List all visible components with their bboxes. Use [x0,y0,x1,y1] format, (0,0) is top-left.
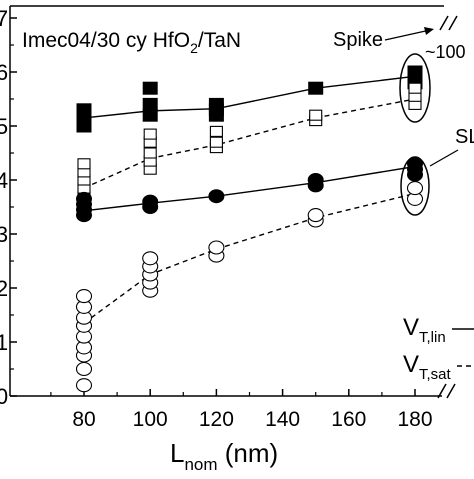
spike-group-ellipse [399,53,431,123]
trend-line-sl_vtsat [83,192,416,324]
marker-sl_vtsat [142,251,159,266]
y-tick-label: 2 [0,276,8,301]
marker-sl_vtsat [75,378,93,393]
y-tick-label: 5 [0,114,8,139]
x-axis-label-unit: (nm) [218,438,279,468]
x-axis-label-sub: nom [184,455,217,474]
y-tick-label: 6 [0,60,8,85]
marker-spike_vtsat [209,136,223,148]
y-tick-label: 4 [0,168,8,193]
sl-pointer [429,149,459,167]
marker-spike_vtlin [76,103,92,117]
spike-arrow [384,27,434,41]
x-tick-label: 80 [72,408,95,431]
y-tick-label: 7 [0,6,8,31]
marker-sl_vtlin [307,173,324,187]
marker-spike_vtlin [208,97,224,111]
axis-break-marks [437,15,458,399]
sample-label-prefix: Imec04/30 cy HfO [22,29,190,52]
marker-sl_vtsat [75,289,93,304]
x-tick-label: 180 [397,408,432,431]
x-tick-label: 160 [331,408,366,431]
marker-spike_vtlin [407,65,423,79]
x-axis-label-main: L [170,438,184,468]
sl-annotation: SL [455,126,474,148]
marker-spike_vtsat [143,147,157,159]
legend-vt-sat-main: V [403,351,419,378]
marker-sl_vtlin [208,189,225,204]
marker-sl_vtsat [307,208,324,223]
legend-vt-lin-main: V [403,314,419,341]
y-tick-label: 3 [0,222,8,247]
marker-sl_vtsat [208,240,225,255]
legend-vt-lin-sub: T,lin [419,329,446,346]
marker-sl_vtsat [75,361,93,377]
y-tick-label: 1 [0,330,8,355]
marker-spike_vtlin [142,81,158,95]
marker-spike_vtsat [309,109,323,121]
marker-spike_vtlin [142,108,158,122]
legend-vt-sat-sub: T,sat [419,366,452,383]
x-tick-label: 100 [133,408,168,431]
trend-line-spike_vtsat [83,98,416,189]
y-axis-ticks: 0 1 2 3 4 5 6 7 [0,6,17,409]
marker-sl_vtsat [406,181,424,196]
y-tick-label: 0 [0,384,8,409]
marker-spike_vtsat [143,128,157,140]
spike-annotation: Spike [333,29,383,51]
x-axis-label: Lnom (nm) [170,438,278,474]
marker-spike_vtlin [308,81,324,95]
x-axis-ticks: 80 100 120 140 160 180 [50,389,433,431]
x-tick-label: 140 [265,408,300,431]
trend-lines [83,75,416,324]
sample-label: Imec04/30 cy HfO2/TaN [22,29,241,56]
marker-spike_vtsat [77,158,91,170]
sl-group-ellipse [400,156,430,216]
sample-label-suffix: /TaN [198,29,241,52]
legend-vt-sat: VT,sat [403,351,452,383]
marker-spike_vtsat [408,82,422,94]
x-tick-label: 120 [199,408,234,431]
hundred-annotation: ~100 [425,42,466,62]
marker-sl_vtlin [142,194,159,209]
data-markers [75,65,424,393]
trend-line-spike_vtlin [83,75,416,119]
marker-spike_vtsat [209,125,223,137]
marker-sl_vtlin [76,191,92,206]
plot-frame [9,5,444,397]
legend-vt-lin: VT,lin [403,314,446,346]
trend-line-sl_vtlin [83,165,416,212]
sample-label-sub: 2 [190,40,198,56]
marker-spike_vtlin [142,97,158,111]
